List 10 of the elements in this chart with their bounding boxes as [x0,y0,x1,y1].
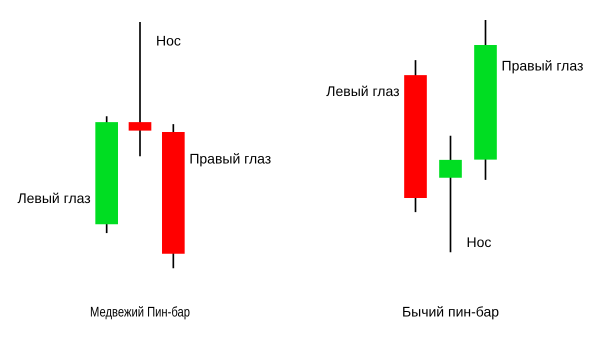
candlestick [128,22,152,156]
annotation: Правый глаз [189,150,272,167]
candlestick [439,136,462,252]
annotation: Нос [156,32,181,49]
annotation: Правый глаз [502,57,584,74]
annotation: Левый глаз [326,82,400,99]
text: Медвежий Пин-бар [90,304,190,320]
annotation: Нос [466,234,492,250]
text: Бычий пин-бар [402,303,500,320]
annotation: Левый глаз [17,190,91,206]
